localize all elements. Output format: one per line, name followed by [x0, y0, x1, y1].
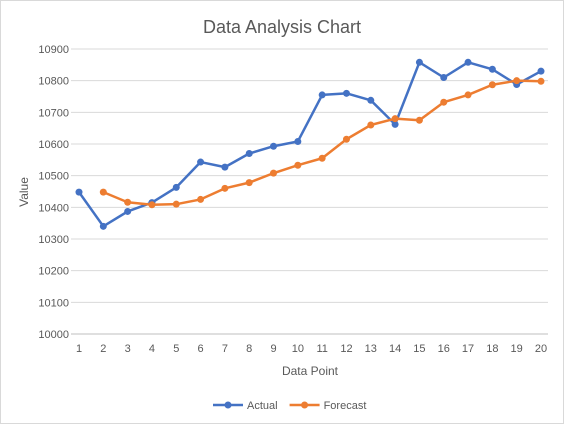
actual-point	[391, 120, 399, 128]
x-tick-label: 1	[76, 343, 82, 355]
actual-point	[124, 207, 132, 215]
actual-point	[464, 58, 472, 66]
forecast-point	[342, 135, 350, 143]
actual-point	[318, 91, 326, 99]
forecast-point	[172, 200, 180, 208]
y-tick-label: 10500	[38, 171, 69, 183]
forecast-point	[221, 184, 229, 192]
forecast-point	[537, 77, 545, 85]
forecast-point	[513, 77, 521, 85]
forecast-point	[367, 121, 375, 129]
forecast-point	[391, 115, 399, 123]
forecast-point	[270, 169, 278, 177]
forecast-point	[124, 198, 132, 206]
actual-legend-marker	[224, 401, 232, 409]
actual-point	[537, 67, 545, 75]
forecast-point	[294, 161, 302, 169]
y-tick-label: 10900	[38, 44, 69, 56]
x-tick-label: 19	[511, 343, 523, 355]
actual-point	[197, 158, 205, 166]
y-tick-label: 10100	[38, 297, 69, 309]
actual-point	[294, 137, 302, 145]
forecast-point	[415, 116, 423, 124]
y-tick-label: 10700	[38, 107, 69, 119]
y-tick-label: 10200	[38, 266, 69, 278]
x-tick-label: 20	[535, 343, 547, 355]
x-tick-label: 10	[292, 343, 304, 355]
forecast-point	[464, 91, 472, 99]
x-tick-label: 6	[198, 343, 204, 355]
actual-point	[99, 222, 107, 230]
x-tick-label: 2	[100, 343, 106, 355]
forecast-point	[148, 201, 156, 209]
actual-point	[367, 96, 375, 104]
forecast-point	[197, 195, 205, 203]
x-tick-label: 13	[365, 343, 377, 355]
x-tick-label: 14	[389, 343, 401, 355]
forecast-point	[245, 179, 253, 187]
x-tick-label: 18	[486, 343, 498, 355]
y-tick-label: 10400	[38, 202, 69, 214]
forecast-line	[102, 79, 542, 207]
x-axis-title: Data Point	[282, 364, 339, 378]
x-tick-label: 15	[413, 343, 425, 355]
x-tick-label: 17	[462, 343, 474, 355]
series-group	[75, 58, 545, 230]
actual-point	[488, 65, 496, 73]
x-tick-label: 12	[340, 343, 352, 355]
y-axis-ticks: 10000 10100 10200 10300 10400 10500 10600 10700…	[38, 44, 69, 341]
y-tick-label: 10300	[38, 234, 69, 246]
x-tick-label: 9	[270, 343, 276, 355]
actual-point	[172, 183, 180, 191]
x-tick-label: 7	[222, 343, 228, 355]
forecast-point	[99, 188, 107, 196]
actual-point	[245, 150, 253, 157]
actual-legend-label: Actual	[247, 400, 278, 412]
actual-point	[270, 142, 278, 150]
actual-point	[415, 58, 423, 66]
x-tick-label: 16	[438, 343, 450, 355]
y-tick-label: 10000	[38, 329, 69, 341]
actual-line	[77, 61, 542, 228]
x-axis-ticks: 1 2 3 4 5 6 7 8 9 10 11 12 13 14 15 16 17 18 19 20	[76, 343, 547, 355]
x-tick-label: 11	[316, 343, 327, 355]
x-tick-label: 4	[149, 343, 155, 355]
actual-point	[440, 74, 448, 81]
x-tick-label: 3	[125, 343, 131, 355]
gridlines	[71, 48, 548, 335]
forecast-point	[440, 98, 448, 106]
forecast-point	[318, 154, 326, 162]
forecast-point	[488, 81, 496, 89]
forecast-legend-label: Forecast	[324, 400, 367, 412]
actual-point	[221, 163, 229, 171]
legend: Actual Forecast	[213, 400, 366, 412]
forecast-legend-marker	[301, 401, 309, 409]
x-tick-label: 5	[173, 343, 179, 355]
actual-point	[342, 89, 350, 97]
y-tick-label: 10800	[38, 76, 69, 88]
y-tick-label: 10600	[38, 139, 69, 151]
chart-title: Data Analysis Chart	[203, 17, 361, 37]
actual-point	[75, 188, 83, 196]
x-tick-label: 8	[246, 343, 252, 355]
y-axis-title: Value	[17, 177, 31, 207]
